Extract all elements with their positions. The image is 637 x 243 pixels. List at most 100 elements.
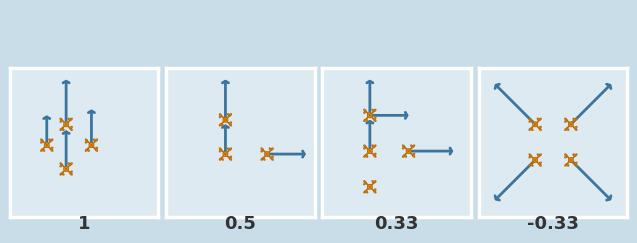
Ellipse shape — [364, 111, 366, 113]
Circle shape — [64, 166, 69, 171]
Ellipse shape — [575, 164, 577, 166]
Ellipse shape — [50, 139, 53, 141]
Ellipse shape — [374, 189, 376, 191]
Ellipse shape — [41, 139, 43, 141]
Ellipse shape — [364, 191, 366, 193]
Ellipse shape — [85, 141, 87, 143]
Ellipse shape — [60, 128, 62, 130]
Ellipse shape — [403, 147, 404, 149]
Ellipse shape — [529, 120, 531, 122]
Ellipse shape — [96, 147, 97, 149]
Ellipse shape — [403, 145, 404, 147]
Circle shape — [368, 149, 372, 154]
Ellipse shape — [60, 163, 62, 165]
Ellipse shape — [50, 149, 53, 151]
Ellipse shape — [374, 145, 376, 147]
Ellipse shape — [70, 171, 73, 173]
Ellipse shape — [227, 114, 230, 116]
Ellipse shape — [68, 118, 71, 121]
Ellipse shape — [411, 145, 413, 147]
Ellipse shape — [531, 164, 533, 166]
Ellipse shape — [372, 109, 374, 112]
Ellipse shape — [366, 119, 368, 122]
Ellipse shape — [227, 148, 230, 150]
Circle shape — [369, 150, 371, 152]
Ellipse shape — [85, 139, 87, 141]
Ellipse shape — [575, 128, 577, 130]
Ellipse shape — [43, 149, 45, 151]
Circle shape — [65, 123, 67, 125]
Ellipse shape — [229, 122, 232, 124]
Ellipse shape — [529, 128, 531, 130]
Ellipse shape — [564, 128, 567, 130]
Circle shape — [570, 159, 572, 161]
Circle shape — [90, 144, 92, 146]
Circle shape — [534, 123, 536, 125]
Ellipse shape — [539, 126, 541, 129]
Ellipse shape — [529, 156, 531, 158]
Ellipse shape — [573, 154, 575, 156]
Ellipse shape — [364, 119, 366, 122]
Ellipse shape — [50, 147, 53, 149]
Ellipse shape — [271, 158, 273, 160]
Ellipse shape — [60, 165, 62, 167]
Ellipse shape — [229, 124, 232, 126]
Ellipse shape — [49, 139, 51, 141]
Circle shape — [533, 157, 538, 163]
Circle shape — [46, 144, 48, 146]
Ellipse shape — [374, 119, 376, 122]
Ellipse shape — [374, 155, 376, 157]
Ellipse shape — [94, 139, 96, 141]
Ellipse shape — [60, 173, 62, 175]
Ellipse shape — [537, 118, 540, 121]
Ellipse shape — [529, 118, 531, 121]
Ellipse shape — [364, 147, 366, 149]
Ellipse shape — [529, 154, 531, 156]
Ellipse shape — [68, 163, 71, 165]
Ellipse shape — [537, 154, 540, 156]
Ellipse shape — [531, 128, 533, 130]
Ellipse shape — [364, 155, 366, 157]
Ellipse shape — [539, 118, 541, 121]
Ellipse shape — [60, 118, 62, 121]
Circle shape — [89, 143, 94, 148]
Circle shape — [406, 149, 411, 154]
Ellipse shape — [372, 145, 374, 147]
Ellipse shape — [269, 148, 271, 150]
Ellipse shape — [539, 128, 541, 130]
Circle shape — [368, 184, 372, 189]
Ellipse shape — [219, 150, 222, 152]
Circle shape — [223, 152, 228, 156]
Ellipse shape — [96, 149, 97, 151]
Ellipse shape — [564, 154, 567, 156]
Ellipse shape — [271, 148, 273, 150]
Ellipse shape — [261, 158, 263, 160]
Ellipse shape — [229, 114, 232, 116]
Circle shape — [408, 150, 410, 152]
Circle shape — [369, 186, 371, 188]
Ellipse shape — [412, 145, 415, 147]
Ellipse shape — [41, 141, 43, 143]
Text: 1: 1 — [78, 215, 90, 233]
Ellipse shape — [366, 155, 368, 157]
Circle shape — [570, 123, 572, 125]
Ellipse shape — [219, 115, 222, 118]
Ellipse shape — [261, 150, 263, 152]
Ellipse shape — [564, 156, 567, 158]
Text: -0.33: -0.33 — [527, 215, 579, 233]
Circle shape — [568, 157, 573, 163]
Ellipse shape — [271, 156, 273, 158]
Ellipse shape — [403, 155, 404, 157]
Ellipse shape — [229, 158, 232, 160]
Ellipse shape — [564, 164, 567, 166]
Circle shape — [265, 152, 269, 156]
Ellipse shape — [366, 191, 368, 193]
Ellipse shape — [539, 164, 541, 166]
Ellipse shape — [364, 109, 366, 112]
Ellipse shape — [374, 181, 376, 183]
Ellipse shape — [374, 191, 376, 193]
Ellipse shape — [70, 126, 73, 129]
Circle shape — [568, 122, 573, 127]
Circle shape — [223, 117, 228, 122]
Ellipse shape — [374, 117, 376, 120]
